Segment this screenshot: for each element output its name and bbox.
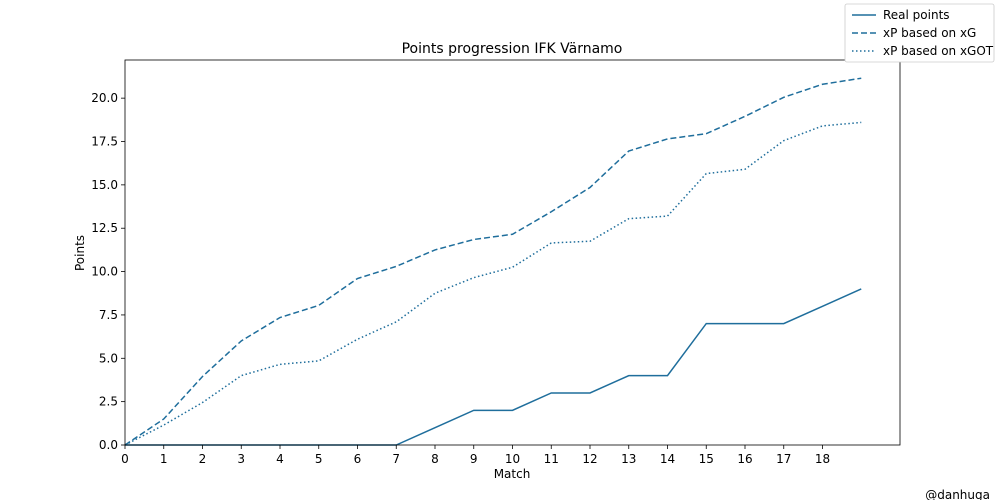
series-line-2	[124, 77, 862, 446]
x-tick-label: 13	[621, 452, 636, 466]
plot-frame	[124, 59, 901, 446]
x-tick-label: 6	[354, 452, 362, 466]
series-line-1	[125, 288, 862, 446]
legend-label-1: Real points	[883, 8, 950, 22]
x-tick-label: 15	[699, 452, 714, 466]
x-tick-label: 11	[544, 452, 559, 466]
series-line-3	[124, 121, 862, 446]
x-tick-label: 18	[815, 452, 830, 466]
y-tick-label: 15.0	[91, 178, 118, 192]
x-tick-label: 16	[737, 452, 752, 466]
y-tick-label: 7.5	[99, 308, 118, 322]
x-tick-label: 5	[315, 452, 323, 466]
x-axis-label: Match	[494, 467, 531, 481]
x-tick-label: 9	[470, 452, 478, 466]
x-tick-label: 17	[776, 452, 791, 466]
y-axis-label: Points	[73, 235, 87, 271]
x-tick-label: 4	[276, 452, 284, 466]
x-tick-label: 2	[199, 452, 207, 466]
legend-box	[844, 3, 995, 63]
x-tick-label: 8	[431, 452, 439, 466]
chart-title: Points progression IFK Värnamo	[402, 41, 623, 57]
x-tick-label: 1	[160, 452, 168, 466]
y-tick-label: 20.0	[91, 91, 118, 105]
x-tick-label: 12	[582, 452, 597, 466]
x-tick-label: 14	[660, 452, 675, 466]
plot-area: 0 1 2 3 4 5 6 7 8 9 10 11 12 13 14 15 16 17 180.02.55.07.5…	[91, 59, 901, 466]
y-tick-label: 17.5	[91, 135, 118, 149]
x-tick-label: 10	[505, 452, 520, 466]
y-tick-label: 12.5	[91, 221, 118, 235]
legend-label-2: xP based on xG	[883, 26, 976, 40]
y-tick-label: 2.5	[99, 395, 118, 409]
y-tick-label: 5.0	[99, 351, 118, 365]
x-tick-label: 0	[121, 452, 129, 466]
legend: Real points xP based on xG xP based on xGO…	[844, 3, 995, 63]
legend-label-3: xP based on xGOT	[883, 44, 994, 58]
x-tick-label: 7	[392, 452, 400, 466]
credit-text: @danhuga	[925, 488, 990, 500]
x-tick-label: 3	[237, 452, 245, 466]
y-tick-label: 10.0	[91, 265, 118, 279]
y-tick-label: 0.0	[99, 438, 118, 452]
